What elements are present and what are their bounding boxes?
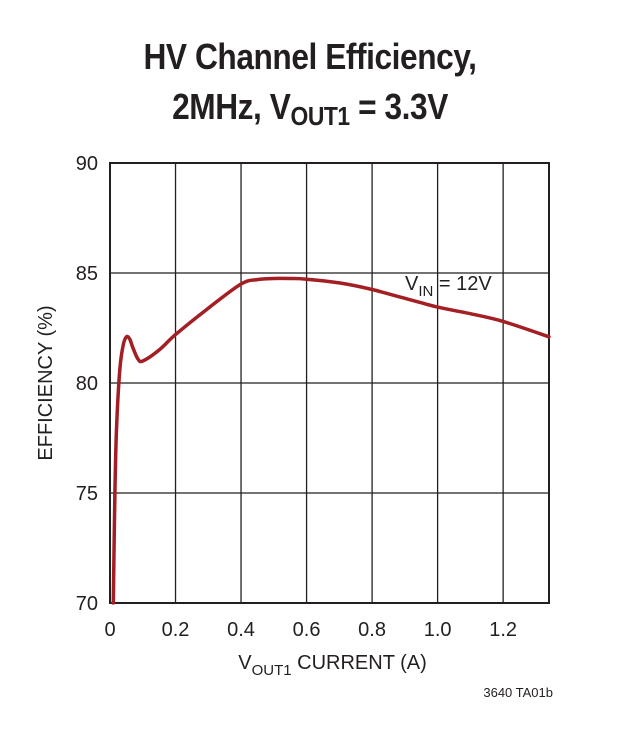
y-tick-label: 85 xyxy=(76,263,98,285)
y-tick-label: 80 xyxy=(76,373,98,395)
x-tick-label: 0.8 xyxy=(358,619,386,641)
chart-title-line-2: 2MHz, VOUT1 = 3.3V xyxy=(37,86,583,131)
chart-title-line-1: HV Channel Efficiency, xyxy=(143,36,477,77)
y-tick-label: 90 xyxy=(76,153,98,175)
figure-id-footnote: 3640 TA01b xyxy=(483,685,553,700)
chart-title-suffix: = 3.3V xyxy=(349,86,448,127)
x-axis-label-subscript: OUT1 xyxy=(252,662,292,679)
chart-title-subscript: OUT1 xyxy=(290,101,350,131)
plot-frame xyxy=(109,162,550,604)
x-tick-label: 0.2 xyxy=(162,619,190,641)
chart-title-prefix: 2MHz, V xyxy=(172,86,291,127)
annotation-subscript: IN xyxy=(418,283,433,300)
x-axis-label-rest: CURRENT (A) xyxy=(292,652,427,674)
x-tick-label: 0 xyxy=(104,619,115,641)
y-tick-label: 75 xyxy=(76,483,98,505)
x-tick-label: 0.6 xyxy=(293,619,321,641)
series-line-vin-12v xyxy=(111,276,551,605)
y-tick-label: 70 xyxy=(76,593,98,615)
y-axis-label: EFFICIENCY (%) xyxy=(35,305,57,460)
grid-lines xyxy=(109,163,549,603)
annotation-main: V xyxy=(405,273,419,295)
tick-labels: 0 0.2 0.4 0.6 0.8 1.0 1.2 70 75 80 85 90 xyxy=(76,153,517,641)
x-axis-label: VOUT1 CURRENT (A) xyxy=(238,652,427,679)
annotation-rest: = 12V xyxy=(433,273,492,295)
x-axis-label-main: V xyxy=(238,652,252,674)
series-annotation: VIN = 12V xyxy=(405,273,492,300)
x-tick-label: 1.0 xyxy=(424,619,452,641)
x-tick-label: 0.4 xyxy=(227,619,255,641)
x-tick-label: 1.2 xyxy=(489,619,517,641)
